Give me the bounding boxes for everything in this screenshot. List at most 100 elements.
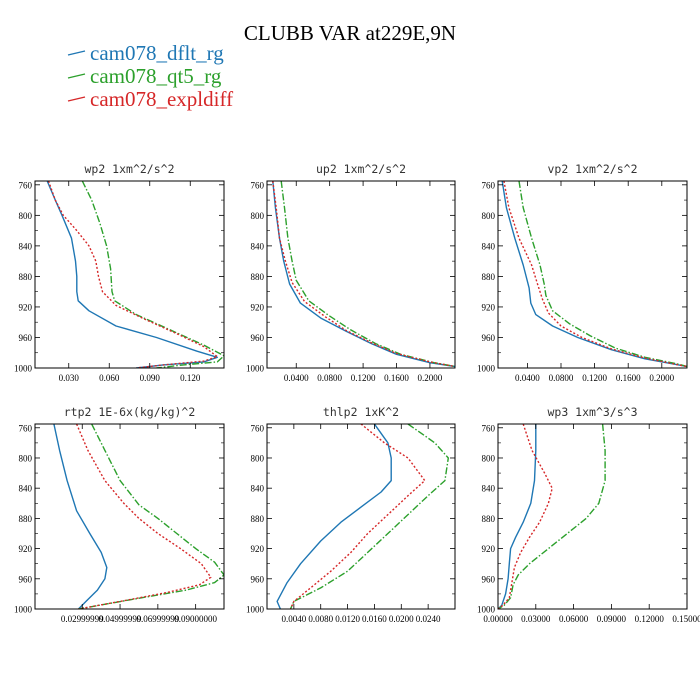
x-tick-label: 0.0160 [362,614,387,624]
x-tick-label: 0.12000 [635,614,665,624]
x-tick-label: 0.1600 [384,373,409,383]
legend-swatch-0 [67,50,86,56]
panel-3: rtp2 1E-6x(kg/kg)^2 760 800 840 880 920 960 100… [14,405,225,624]
series-line-1 [280,181,455,368]
x-tick-label: 0.04999999 [99,614,142,624]
y-tick-label: 800 [482,211,496,221]
y-tick-label: 880 [482,514,496,524]
y-tick-label: 800 [19,453,33,463]
series-line-2 [47,181,219,368]
series-line-0 [276,424,392,609]
x-tick-label: 0.0240 [416,614,441,624]
x-tick-label: 0.120 [180,373,201,383]
y-tick-label: 800 [19,211,33,221]
x-tick-label: 0.0200 [389,614,414,624]
y-tick-label: 880 [19,272,33,282]
x-tick-label: 0.09000 [597,614,627,624]
legend: cam078_dflt_rgcam078_qt5_rgcam078_expldi… [67,41,233,111]
figure-title: CLUBB VAR at229E,9N [244,21,456,45]
series-line-2 [289,424,426,609]
y-tick-label: 960 [251,333,265,343]
plot-frame [266,180,456,369]
y-tick-label: 960 [482,333,496,343]
y-tick-label: 1000 [14,605,33,615]
series-line-1 [518,181,687,368]
panel-title: rtp2 1E-6x(kg/kg)^2 [64,405,196,419]
plot-frame [497,423,688,610]
y-tick-label: 840 [251,241,265,251]
series-line-1 [289,424,449,609]
y-tick-label: 920 [251,544,265,554]
y-tick-label: 800 [251,211,265,221]
y-tick-label: 880 [251,272,265,282]
y-tick-label: 1000 [246,364,265,374]
x-tick-label: 0.090 [140,373,161,383]
y-tick-label: 760 [251,180,265,190]
plot-frame [34,423,225,610]
y-tick-label: 880 [19,514,33,524]
x-tick-label: 0.060 [99,373,120,383]
plot-frame [34,180,225,369]
legend-label-0: cam078_dflt_rg [90,41,224,65]
y-tick-label: 1000 [246,605,265,615]
plot-frame [497,180,688,369]
panel-2: vp2 1xm^2/s^2 760 800 840 880 920 960 1000 0.040… [477,162,688,383]
y-tick-label: 960 [251,574,265,584]
panels: wp2 1xm^2/s^2 760 800 840 880 920 960 1000 0.030… [14,162,700,624]
x-tick-label: 0.2000 [418,373,443,383]
y-tick-label: 960 [19,333,33,343]
y-tick-label: 760 [19,423,33,433]
y-tick-label: 960 [19,574,33,584]
x-tick-label: 0.0400 [284,373,309,383]
y-tick-label: 920 [482,302,496,312]
panel-title: wp3 1xm^3/s^3 [547,405,637,419]
x-tick-label: 0.0120 [335,614,360,624]
x-tick-label: 0.030 [59,373,80,383]
series-line-1 [81,181,224,368]
series-line-2 [75,424,212,609]
y-tick-label: 920 [19,544,33,554]
x-tick-label: 0.06000 [559,614,589,624]
x-tick-label: 0.1200 [582,373,607,383]
series-line-0 [53,424,108,609]
series-line-1 [78,424,224,609]
y-tick-label: 800 [251,453,265,463]
y-tick-label: 760 [482,180,496,190]
x-tick-label: 0.09000000 [174,614,217,624]
y-tick-label: 840 [251,484,265,494]
panel-5: wp3 1xm^3/s^3 760 800 840 880 920 960 10000.000… [477,405,700,624]
series-line-0 [46,181,219,368]
legend-swatch-2 [67,96,86,102]
y-tick-label: 840 [19,241,33,251]
y-tick-label: 760 [251,423,265,433]
panel-title: up2 1xm^2/s^2 [316,162,406,176]
series-line-2 [272,181,455,368]
y-tick-label: 1000 [14,364,33,374]
x-tick-label: 0.0040 [281,614,306,624]
y-tick-label: 880 [482,272,496,282]
y-tick-label: 800 [482,453,496,463]
x-tick-label: 0.0800 [549,373,574,383]
y-tick-label: 1000 [477,364,496,374]
x-tick-label: 0.00000 [483,614,513,624]
x-tick-label: 0.1200 [351,373,376,383]
x-tick-label: 0.06999999 [136,614,179,624]
y-tick-label: 960 [482,574,496,584]
y-tick-label: 760 [19,180,33,190]
x-tick-label: 0.1600 [616,373,641,383]
legend-swatch-1 [67,73,86,79]
y-tick-label: 920 [19,302,33,312]
x-tick-label: 0.0400 [515,373,540,383]
y-tick-label: 920 [251,302,265,312]
y-tick-label: 880 [251,514,265,524]
y-tick-label: 840 [482,484,496,494]
panel-title: vp2 1xm^2/s^2 [547,162,637,176]
x-tick-label: 0.0800 [317,373,342,383]
series-line-2 [498,424,553,609]
series-line-2 [503,181,687,368]
legend-label-1: cam078_qt5_rg [90,64,222,88]
x-tick-label: 0.0080 [308,614,333,624]
y-tick-label: 840 [19,484,33,494]
